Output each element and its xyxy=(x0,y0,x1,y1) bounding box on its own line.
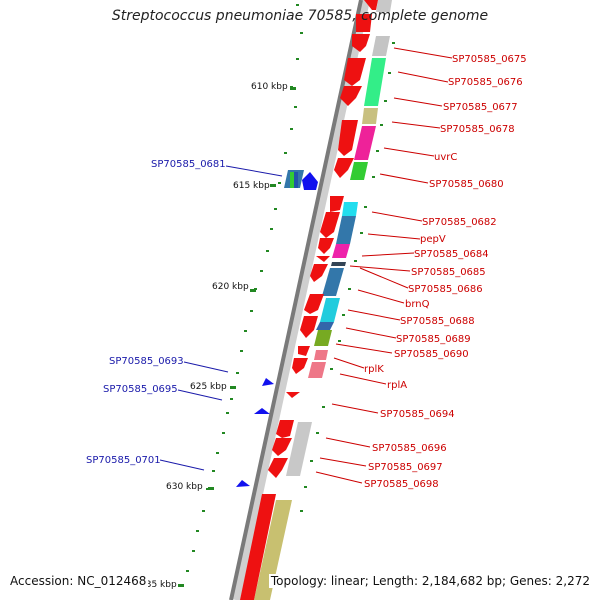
right-leaders xyxy=(315,47,453,484)
gene-label: SP70585_0697 xyxy=(368,462,443,473)
forward-genes xyxy=(240,0,378,600)
gene-label: rplK xyxy=(364,364,384,375)
forward-gene-arrow xyxy=(286,392,300,398)
feature-block xyxy=(320,298,340,322)
forward-gene-arrow xyxy=(334,158,354,178)
forward-gene-arrow xyxy=(304,294,324,314)
forward-gene-arrow xyxy=(310,264,328,282)
feature-block xyxy=(354,126,376,160)
gene-label: SP70585_0698 xyxy=(364,479,439,490)
feature-block xyxy=(314,350,328,360)
gene-label: SP70585_0693 xyxy=(109,356,184,367)
gene-label: SP70585_0689 xyxy=(396,334,471,345)
gene-label: uvrC xyxy=(434,152,457,163)
kbp-tick xyxy=(230,386,236,389)
gene-label: SP70585_0690 xyxy=(394,349,469,360)
kbp-label: 620 kbp xyxy=(212,282,249,292)
reverse-gene-arrow xyxy=(236,480,250,487)
feature-block xyxy=(376,0,392,12)
gene-label: SP70585_0681 xyxy=(151,159,226,170)
gene-label: SP70585_0684 xyxy=(414,249,489,260)
forward-gene-arrow xyxy=(344,58,366,86)
forward-gene-arrow xyxy=(340,86,362,106)
forward-gene-arrow xyxy=(316,256,330,262)
gene-label: brnQ xyxy=(405,299,430,310)
reverse-gene-arrow xyxy=(302,172,318,190)
forward-gene-arrow xyxy=(320,212,340,238)
feature-block xyxy=(342,202,358,216)
feature-block xyxy=(336,216,356,244)
forward-gene-arrow xyxy=(292,358,308,374)
kbp-tick xyxy=(270,184,276,187)
kbp-tick-marks xyxy=(178,87,296,587)
kbp-label: 630 kbp xyxy=(166,482,203,492)
feature-block xyxy=(286,422,312,476)
forward-gene-arrow xyxy=(272,438,292,456)
kbp-tick xyxy=(178,584,184,587)
feature-block xyxy=(350,162,368,180)
forward-gene-arrow xyxy=(352,34,370,52)
topology-text: Topology: linear; Length: 2,184,682 bp; … xyxy=(268,574,592,588)
left-leaders xyxy=(159,165,283,471)
kbp-labels: 610 kbp 615 kbp 620 kbp 625 kbp 630 kbp … xyxy=(140,82,288,590)
gene-label: SP70585_0688 xyxy=(400,316,475,327)
feature-block xyxy=(332,244,350,258)
forward-gene-arrow xyxy=(240,494,276,600)
gene-label: SP70585_0682 xyxy=(422,217,497,228)
feature-block xyxy=(316,322,334,330)
gene-label: SP70585_0686 xyxy=(408,284,483,295)
feature-block xyxy=(294,172,298,188)
feature-block xyxy=(362,108,378,124)
kbp-tick xyxy=(290,87,296,90)
feature-block xyxy=(364,58,386,106)
forward-gene-arrow xyxy=(268,458,288,478)
feature-block xyxy=(314,330,332,346)
gene-label: SP70585_0696 xyxy=(372,443,447,454)
feature-block xyxy=(322,268,344,296)
gene-label: SP70585_0685 xyxy=(411,267,486,278)
reverse-genes xyxy=(236,172,318,487)
kbp-tick xyxy=(208,487,214,490)
genome-backbone xyxy=(229,0,363,600)
gene-label: SP70585_0677 xyxy=(443,102,518,113)
left-gene-labels: SP70585_0681 SP70585_0693 SP70585_0695 S… xyxy=(86,159,226,466)
forward-gene-arrow xyxy=(276,420,294,438)
gene-label: rplA xyxy=(387,380,407,391)
genome-title: Streptococcus pneumoniae 70585, complete… xyxy=(111,8,489,24)
forward-gene-arrow xyxy=(298,346,310,356)
feature-block xyxy=(331,262,346,266)
gene-label: pepV xyxy=(420,234,446,245)
gene-label: SP70585_0678 xyxy=(440,124,515,135)
forward-gene-arrow xyxy=(364,0,378,10)
gene-label: SP70585_0675 xyxy=(452,54,527,65)
gene-label: SP70585_0701 xyxy=(86,455,161,466)
gene-label: SP70585_0680 xyxy=(429,179,504,190)
forward-gene-arrow xyxy=(330,196,344,212)
forward-gene-arrow xyxy=(356,14,372,32)
gene-label: SP70585_0676 xyxy=(448,77,523,88)
feature-block xyxy=(372,36,390,56)
kbp-tick xyxy=(250,289,256,292)
feature-blocks xyxy=(254,0,392,600)
feature-block xyxy=(290,172,294,188)
gene-label: SP70585_0694 xyxy=(380,409,455,420)
right-gene-labels: SP70585_0675 SP70585_0676 SP70585_0677 S… xyxy=(364,54,527,490)
kbp-label: 635 kbp xyxy=(140,580,177,590)
kbp-label: 625 kbp xyxy=(190,382,227,392)
reverse-gene-arrow xyxy=(262,378,274,386)
feature-block xyxy=(308,362,326,378)
forward-gene-arrow xyxy=(318,238,334,254)
kbp-label: 610 kbp xyxy=(251,82,288,92)
reverse-gene-arrow xyxy=(254,408,270,414)
gene-label: SP70585_0695 xyxy=(103,384,178,395)
feature-block xyxy=(254,500,292,600)
forward-gene-arrow xyxy=(300,316,318,338)
kbp-label: 615 kbp xyxy=(233,181,270,191)
forward-gene-arrow xyxy=(338,120,358,156)
accession-text: Accession: NC_012468 xyxy=(8,574,149,588)
